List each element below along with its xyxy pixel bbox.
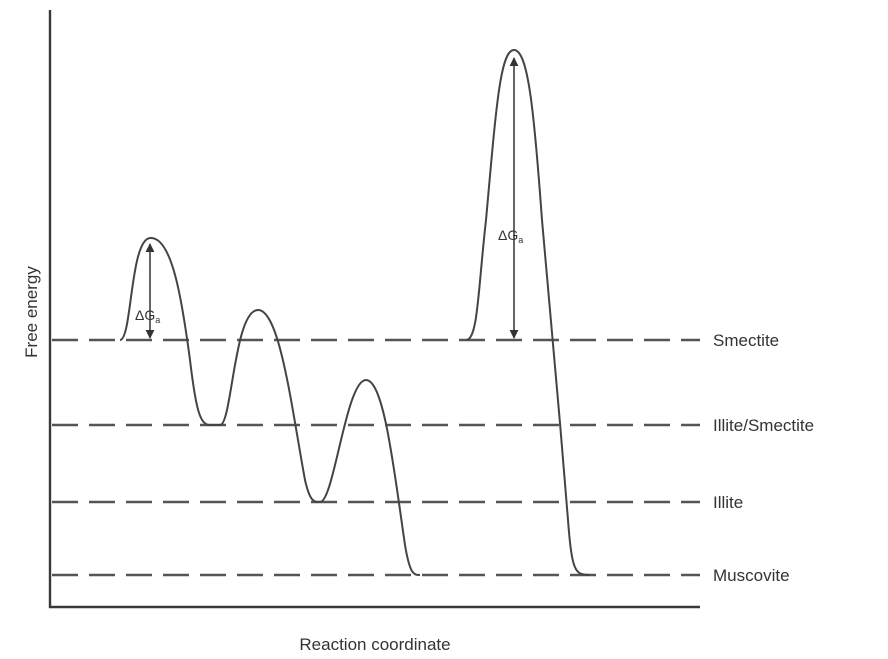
barrier-label-1: ΔGa — [135, 307, 160, 325]
level-label-muscovite: Muscovite — [713, 566, 790, 585]
level-label-illite-smectite: Illite/Smectite — [713, 416, 814, 435]
x-axis-title: Reaction coordinate — [299, 635, 450, 654]
direct-reaction-path — [465, 49, 591, 576]
barrier-label-2: ΔGa — [498, 227, 523, 245]
stepwise-reaction-path — [119, 236, 421, 576]
level-label-smectite: Smectite — [713, 331, 779, 350]
y-axis-title: Free energy — [22, 266, 41, 358]
level-label-illite: Illite — [713, 493, 743, 512]
